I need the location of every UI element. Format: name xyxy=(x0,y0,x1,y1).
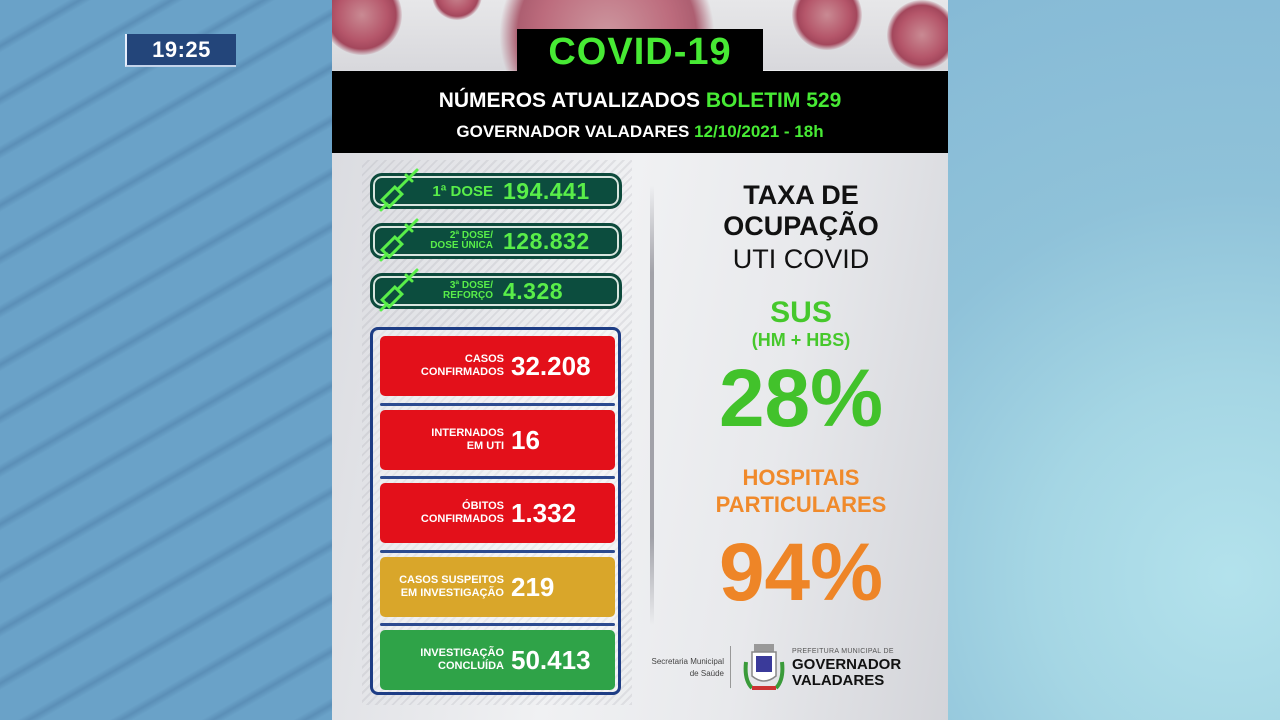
dose-3-label: 3ª DOSE/ REFORÇO xyxy=(443,276,493,306)
dose-2-pill: 2ª DOSE/ DOSE ÚNICA 128.832 xyxy=(370,218,622,262)
icu-admissions-label: INTERNADOS EM UTI xyxy=(431,426,504,452)
divider xyxy=(380,623,615,626)
background-right xyxy=(948,0,1280,720)
case-stats-panel: CASOS CONFIRMADOS 32.208 INTERNADOS EM UTI… xyxy=(370,327,621,695)
city-label: GOVERNADOR VALADARES xyxy=(456,122,690,141)
divider xyxy=(380,403,615,406)
covid-bulletin-poster: COVID-19 NÚMEROS ATUALIZADOS BOLETIM 529… xyxy=(332,0,948,720)
virus-illustration xyxy=(887,0,948,70)
dose-2-value: 128.832 xyxy=(503,227,590,254)
dose-1-label: 1ª DOSE xyxy=(432,182,493,200)
dose-2-label-line-1: 2ª DOSE/ xyxy=(449,230,493,241)
bulletin-number: BOLETIM 529 xyxy=(705,89,842,112)
updated-numbers-label: NÚMEROS ATUALIZADOS xyxy=(438,89,701,112)
dose-3-label-line-2: REFORÇO xyxy=(443,290,493,301)
virus-illustration xyxy=(432,0,482,20)
occupancy-title-line-1: TAXA DE xyxy=(743,180,859,210)
bulletin-line-1: NÚMEROS ATUALIZADOS BOLETIM 529 xyxy=(332,89,948,113)
deaths-box: ÓBITOS CONFIRMADOS 1.332 xyxy=(380,483,615,543)
broadcast-clock: 19:25 xyxy=(125,34,236,67)
dose-3-value: 4.328 xyxy=(503,277,564,304)
private-occupancy-value: 94% xyxy=(718,527,884,618)
health-secretariat-label: Secretaria Municipal de Saúde xyxy=(651,657,724,678)
dose-1-value: 194.441 xyxy=(503,177,590,204)
dose-2-label: 2ª DOSE/ DOSE ÚNICA xyxy=(430,226,493,256)
footer-divider xyxy=(730,646,731,688)
bulletin-header: NÚMEROS ATUALIZADOS BOLETIM 529 GOVERNAD… xyxy=(332,71,948,153)
investigation-concluded-label: INVESTIGAÇÃO CONCLUÍDA xyxy=(420,646,504,672)
bulletin-date: 12/10/2021 - 18h xyxy=(694,122,824,141)
prefeitura-label: PREFEITURA MUNICIPAL DE xyxy=(792,648,894,655)
occupancy-subtitle: UTI COVID xyxy=(732,244,870,274)
city-crest-icon xyxy=(743,644,785,690)
suspected-cases-box: CASOS SUSPEITOS EM INVESTIGAÇÃO 219 xyxy=(380,557,615,617)
dose-1-pill: 1ª DOSE 194.441 xyxy=(370,168,622,212)
dose-3-label-line-1: 3ª DOSE/ xyxy=(449,280,493,291)
icu-admissions-value: 16 xyxy=(511,424,540,455)
icu-admissions-box: INTERNADOS EM UTI 16 xyxy=(380,410,615,470)
dose-2-label-line-2: DOSE ÚNICA xyxy=(430,240,493,251)
occupancy-title: TAXA DE OCUPAÇÃO xyxy=(654,180,948,242)
virus-illustration xyxy=(792,0,862,50)
confirmed-cases-value: 32.208 xyxy=(511,350,591,381)
confirmed-cases-label: CASOS CONFIRMADOS xyxy=(420,352,504,378)
dose-3-pill: 3ª DOSE/ REFORÇO 4.328 xyxy=(370,268,622,312)
sus-occupancy-value: 28% xyxy=(718,353,884,444)
suspected-cases-label: CASOS SUSPEITOS EM INVESTIGAÇÃO xyxy=(399,573,504,599)
divider xyxy=(380,476,615,479)
bulletin-line-2: GOVERNADOR VALADARES 12/10/2021 - 18h xyxy=(332,122,948,142)
syringe-icon xyxy=(379,168,419,212)
background-left xyxy=(0,0,332,720)
syringe-icon xyxy=(379,268,419,312)
footer-logos: Secretaria Municipal de Saúde PREFEITURA… xyxy=(644,640,944,695)
virus-illustration xyxy=(332,0,402,55)
column-divider xyxy=(650,185,654,625)
confirmed-cases-box: CASOS CONFIRMADOS 32.208 xyxy=(380,336,615,396)
city-name: GOVERNADOR VALADARES xyxy=(792,656,902,689)
sus-label: SUS xyxy=(770,296,832,329)
investigation-concluded-value: 50.413 xyxy=(511,644,591,675)
private-hospitals-label: HOSPITAIS PARTICULARES xyxy=(715,465,887,517)
investigation-concluded-box: INVESTIGAÇÃO CONCLUÍDA 50.413 xyxy=(380,630,615,690)
poster-title: COVID-19 xyxy=(517,29,763,75)
occupancy-title-line-2: OCUPAÇÃO xyxy=(723,211,879,241)
sus-sublabel: (HM + HBS) xyxy=(751,330,851,350)
deaths-value: 1.332 xyxy=(511,497,577,528)
suspected-cases-value: 219 xyxy=(511,571,555,602)
deaths-label: ÓBITOS CONFIRMADOS xyxy=(420,499,504,525)
syringe-icon xyxy=(379,218,419,262)
divider xyxy=(380,550,615,553)
